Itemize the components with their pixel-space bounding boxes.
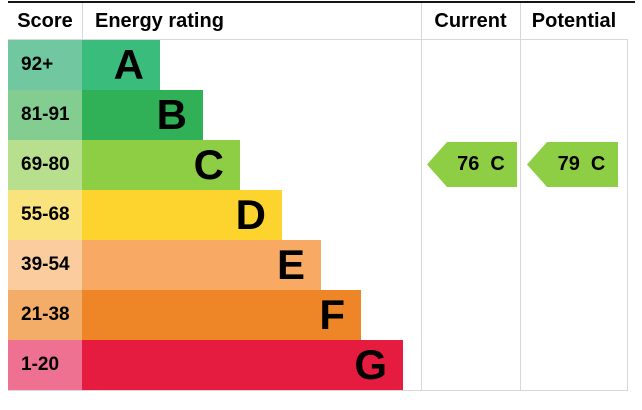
rating-letter: A [113, 41, 144, 88]
rating-letter: E [276, 241, 305, 288]
potential-column-divider [520, 3, 521, 390]
rating-letter: F [319, 291, 345, 338]
score-cell: 81-91 [8, 90, 82, 140]
score-column-header: Score [17, 9, 73, 32]
current-column-divider [421, 3, 422, 390]
score-range-label: 39-54 [21, 254, 70, 275]
table-header: Score Energy rating Current Potential [8, 3, 628, 39]
score-cell: 39-54 [8, 240, 82, 290]
rating-bar-e: E [82, 240, 321, 290]
score-range-label: 1-20 [21, 354, 60, 375]
top-border-rule [8, 1, 635, 3]
right-border-rule [627, 39, 628, 391]
score-range-label: 92+ [21, 54, 54, 75]
current-rating-arrow: 76 C [427, 142, 517, 187]
potential-score-value: 79 [557, 153, 580, 175]
band-row-b: 81-91 B [8, 90, 628, 140]
rating-bar-f: F [82, 290, 361, 340]
band-row-g: 1-20 G [8, 340, 628, 390]
score-range-label: 21-38 [21, 304, 70, 325]
score-column-divider [82, 3, 83, 39]
rating-letter: G [354, 341, 387, 388]
score-cell: 55-68 [8, 190, 82, 240]
band-row-e: 39-54 E [8, 240, 628, 290]
score-cell: 1-20 [8, 340, 82, 390]
bottom-border-rule [8, 390, 628, 391]
rating-bar-g: G [82, 340, 403, 390]
band-row-a: 92+ A [8, 40, 628, 90]
rating-bar-b: B [82, 90, 203, 140]
current-rating-letter: C [490, 153, 505, 175]
rating-letter: C [193, 141, 224, 188]
band-row-d: 55-68 D [8, 190, 628, 240]
score-cell: 21-38 [8, 290, 82, 340]
current-score-value: 76 [457, 153, 480, 175]
header-bottom-rule [8, 39, 628, 40]
current-column-header: Current [434, 9, 507, 32]
rating-bar-d: D [82, 190, 282, 240]
energy-rating-column-header: Energy rating [95, 9, 224, 32]
band-row-c: 69-80 C [8, 140, 628, 190]
score-cell: 92+ [8, 40, 82, 90]
band-rows: 92+ A 81-91 B 69-80 C 55-68 [8, 40, 628, 390]
score-range-label: 81-91 [21, 104, 70, 125]
score-range-label: 69-80 [21, 154, 70, 175]
band-row-f: 21-38 F [8, 290, 628, 340]
score-cell: 69-80 [8, 140, 82, 190]
potential-rating-arrow: 79 C [527, 142, 618, 187]
rating-bar-a: A [82, 40, 160, 90]
rating-bar-c: C [82, 140, 240, 190]
rating-letter: D [235, 191, 266, 238]
potential-rating-letter: C [590, 153, 606, 175]
rating-letter: B [156, 91, 187, 138]
score-range-label: 55-68 [21, 204, 70, 225]
potential-column-header: Potential [531, 9, 617, 32]
